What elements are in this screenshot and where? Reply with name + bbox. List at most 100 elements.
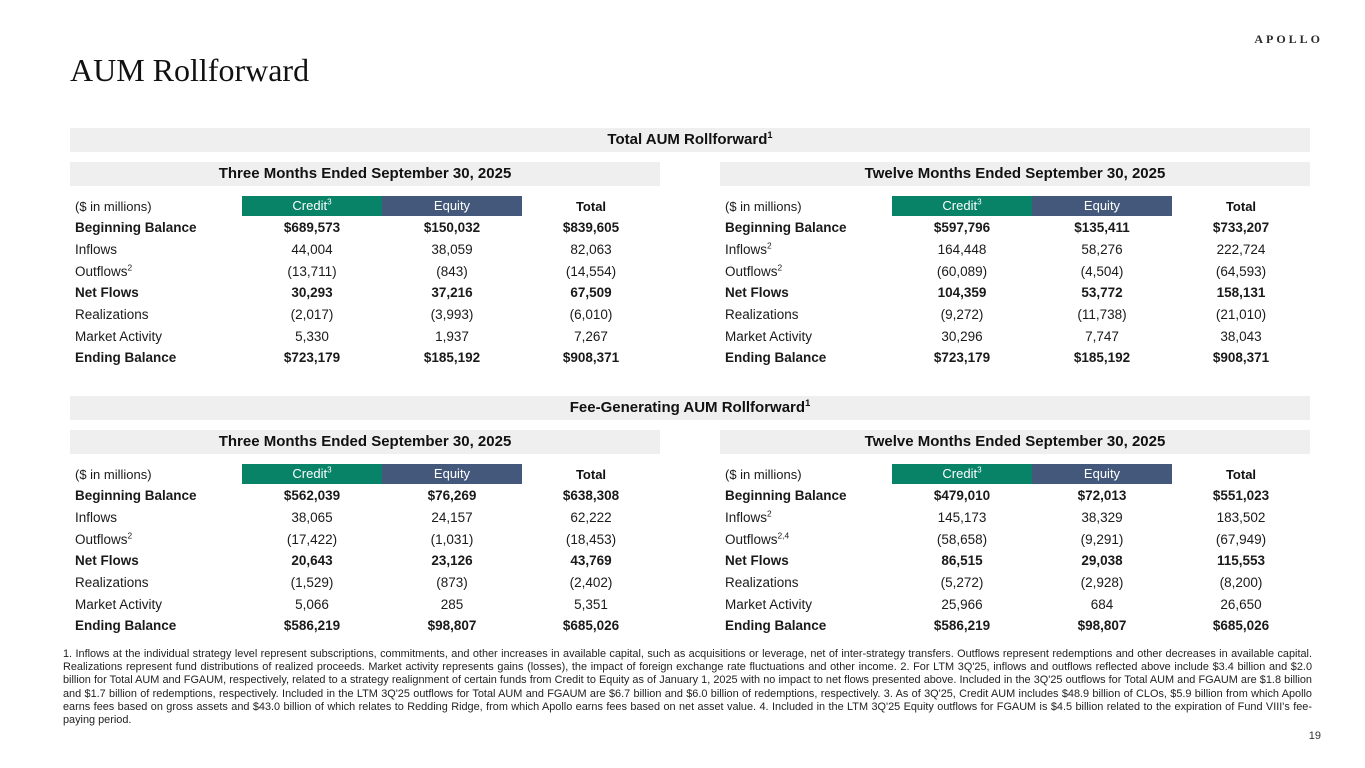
cell-equity: 1,937 <box>435 328 469 344</box>
cell-credit: (17,422) <box>286 531 338 547</box>
column-header-credit: Credit3 <box>242 464 382 484</box>
section-banner: Total AUM Rollforward1 <box>70 128 1310 152</box>
cell-credit: (2,017) <box>290 307 334 323</box>
table-header-row: ($ in millions) Credit3 Equity Total <box>70 196 660 216</box>
table-header-row: ($ in millions) Credit3 Equity Total <box>720 196 1310 216</box>
row-label: Ending Balance <box>75 618 177 634</box>
row-label: Net Flows <box>725 285 789 301</box>
table-row: Net Flows 30,293 37,216 67,509 <box>70 282 660 304</box>
column-header-credit: Credit3 <box>892 196 1032 216</box>
table-three-months: Three Months Ended September 30, 2025 ($ … <box>70 162 660 369</box>
cell-credit: $479,010 <box>933 488 991 504</box>
table-row: Market Activity 25,966 684 26,650 <box>720 593 1310 615</box>
apollo-logo: APOLLO <box>1254 32 1323 46</box>
cell-credit: (58,658) <box>936 531 988 547</box>
cell-equity: $185,192 <box>423 350 481 366</box>
cell-credit: $562,039 <box>283 488 341 504</box>
cell-total: 82,063 <box>570 242 612 258</box>
column-header-equity: Equity <box>382 464 522 484</box>
cell-total: $908,371 <box>562 350 620 366</box>
row-label: Outflows2 <box>75 262 133 279</box>
cell-equity: 684 <box>1090 596 1114 612</box>
row-label: Market Activity <box>725 328 813 344</box>
period-banner: Twelve Months Ended September 30, 2025 <box>720 162 1310 186</box>
footnote-reference: 3 <box>977 465 982 475</box>
table-row: Realizations (5,272) (2,928) (8,200) <box>720 572 1310 594</box>
cell-credit: 20,643 <box>291 553 333 569</box>
column-header-total: Total <box>575 198 607 214</box>
table-row: Realizations (2,017) (3,993) (6,010) <box>70 304 660 326</box>
unit-label: ($ in millions) <box>725 466 802 482</box>
section-banner: Fee-Generating AUM Rollforward1 <box>70 396 1310 420</box>
table-header-row: ($ in millions) Credit3 Equity Total <box>70 464 660 484</box>
row-label: Net Flows <box>75 553 139 569</box>
table-row: Ending Balance $586,219 $98,807 $685,026 <box>70 615 660 637</box>
cell-equity: 38,059 <box>431 242 473 258</box>
table-row: Net Flows 20,643 23,126 43,769 <box>70 550 660 572</box>
row-label: Inflows <box>75 510 118 526</box>
cell-total: (2,402) <box>569 575 613 591</box>
cell-credit: $723,179 <box>283 350 341 366</box>
footnote-reference: 2 <box>767 240 772 251</box>
cell-total: 43,769 <box>570 553 612 569</box>
cell-credit: $689,573 <box>283 220 341 236</box>
row-label: Market Activity <box>75 596 163 612</box>
row-label: Ending Balance <box>725 350 827 366</box>
tables-row: Three Months Ended September 30, 2025 ($ … <box>70 430 1310 637</box>
cell-equity: 24,157 <box>431 510 473 526</box>
table-row: Inflows2 145,173 38,329 183,502 <box>720 507 1310 529</box>
table-row: Outflows2 (60,089) (4,504) (64,593) <box>720 260 1310 282</box>
cell-credit: $597,796 <box>933 220 991 236</box>
table-twelve-months: Twelve Months Ended September 30, 2025 ($… <box>720 162 1310 369</box>
cell-equity: $150,032 <box>423 220 481 236</box>
period-banner: Three Months Ended September 30, 2025 <box>70 430 660 454</box>
unit-label: ($ in millions) <box>75 466 152 482</box>
footnote-reference: 2 <box>767 508 772 519</box>
table-row: Beginning Balance $597,796 $135,411 $733,20… <box>720 217 1310 239</box>
cell-total: 222,724 <box>1216 242 1266 258</box>
row-label: Ending Balance <box>725 618 827 634</box>
table-row: Realizations (1,529) (873) (2,402) <box>70 572 660 594</box>
row-label: Realizations <box>75 575 149 591</box>
cell-total: (64,593) <box>1215 263 1267 279</box>
table-row: Market Activity 5,066 285 5,351 <box>70 593 660 615</box>
cell-equity: 29,038 <box>1081 553 1123 569</box>
cell-total: 183,502 <box>1216 510 1266 526</box>
row-label: Inflows2 <box>725 240 772 258</box>
cell-total: (67,949) <box>1215 531 1267 547</box>
cell-credit: 145,173 <box>937 510 987 526</box>
table-row: Realizations (9,272) (11,738) (21,010) <box>720 304 1310 326</box>
cell-equity: (873) <box>436 575 468 591</box>
content-area: Total AUM Rollforward1 Three Months Ended… <box>70 128 1310 633</box>
table-row: Outflows2 (13,711) (843) (14,554) <box>70 260 660 282</box>
table-twelve-months: Twelve Months Ended September 30, 2025 ($… <box>720 430 1310 637</box>
footnote-reference: 2 <box>127 262 133 273</box>
cell-credit: (13,711) <box>287 263 337 279</box>
table-row: Beginning Balance $689,573 $150,032 $839,60… <box>70 217 660 239</box>
cell-total: $908,371 <box>1212 350 1270 366</box>
cell-equity: (2,928) <box>1080 575 1124 591</box>
cell-equity: $135,411 <box>1074 220 1130 236</box>
cell-equity: (11,738) <box>1077 307 1127 323</box>
cell-equity: 38,329 <box>1081 510 1123 526</box>
cell-credit: (5,272) <box>940 575 984 591</box>
cell-credit: $723,179 <box>933 350 991 366</box>
cell-credit: 86,515 <box>941 553 983 569</box>
cell-total: 5,351 <box>574 596 608 612</box>
cell-equity: $98,807 <box>1077 618 1127 634</box>
cell-total: 67,509 <box>570 285 612 301</box>
cell-credit: (9,272) <box>940 307 984 323</box>
row-label: Beginning Balance <box>725 220 847 236</box>
table-row: Inflows 44,004 38,059 82,063 <box>70 239 660 261</box>
table-row: Beginning Balance $562,039 $76,269 $638,308 <box>70 485 660 507</box>
cell-total: 158,131 <box>1216 285 1266 301</box>
table-row: Inflows2 164,448 58,276 222,724 <box>720 239 1310 261</box>
column-header-equity: Equity <box>1032 196 1172 216</box>
cell-equity: $185,192 <box>1073 350 1131 366</box>
row-label: Net Flows <box>75 285 139 301</box>
cell-total: 62,222 <box>570 510 612 526</box>
footnote-reference: 1 <box>767 130 773 140</box>
table-row: Outflows2,4 (58,658) (9,291) (67,949) <box>720 528 1310 550</box>
cell-credit: 25,966 <box>941 596 983 612</box>
column-header-credit: Credit3 <box>242 196 382 216</box>
